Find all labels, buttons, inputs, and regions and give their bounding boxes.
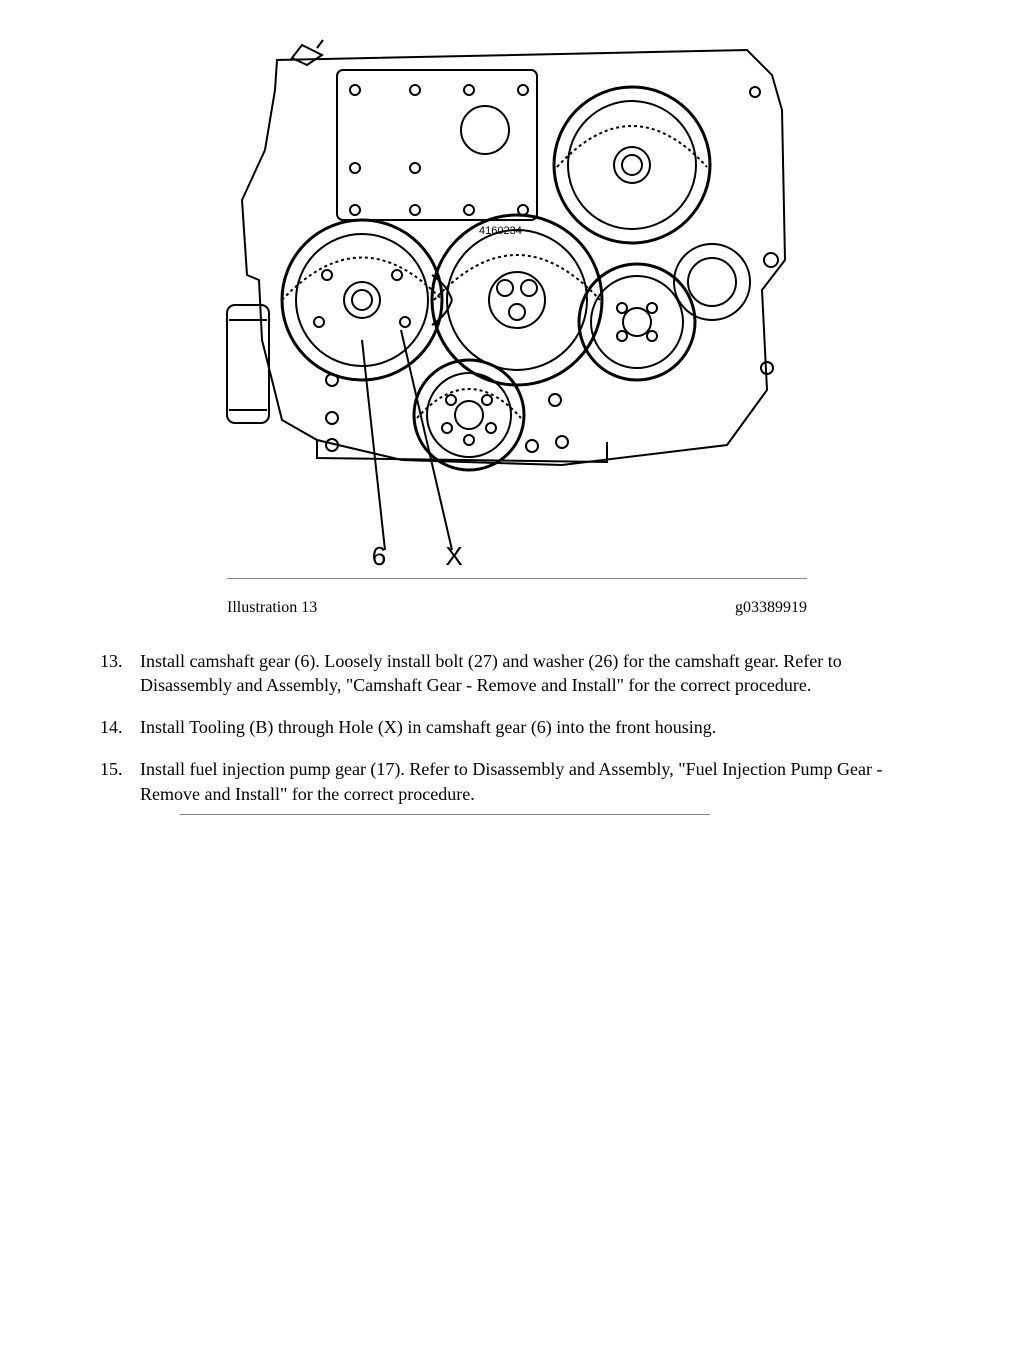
step-15: Install fuel injection pump gear (17). R… — [100, 757, 934, 815]
part-number-label: 4160234 — [479, 225, 522, 237]
callout-label-6: 6 — [372, 541, 386, 570]
step-14: Install Tooling (B) through Hole (X) in … — [100, 715, 934, 739]
caption-divider-top — [227, 578, 807, 579]
illustration-caption-right: g03389919 — [735, 597, 807, 619]
engine-diagram: 4160234 6 X — [207, 30, 827, 570]
step-13: Install camshaft gear (6). Loosely insta… — [100, 649, 934, 698]
step-text: Install camshaft gear (6). Loosely insta… — [140, 651, 842, 695]
illustration-caption-left: Illustration 13 — [227, 597, 317, 619]
step-text: Install Tooling (B) through Hole (X) in … — [140, 717, 716, 737]
step-list: Install camshaft gear (6). Loosely insta… — [100, 649, 934, 815]
callout-label-x: X — [445, 541, 462, 570]
figure-block: 4160234 6 X Illustration 13 g03389919 — [140, 30, 894, 619]
step-text: Install fuel injection pump gear (17). R… — [140, 759, 883, 803]
step-divider — [180, 814, 710, 815]
illustration-caption: Illustration 13 g03389919 — [227, 597, 807, 619]
